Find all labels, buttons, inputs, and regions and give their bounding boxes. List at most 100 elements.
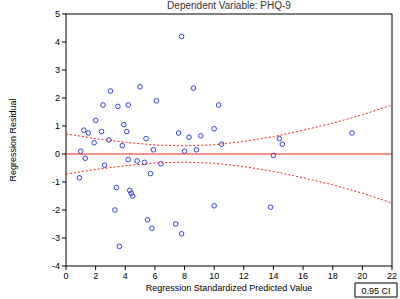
point (114, 185, 119, 190)
point (148, 171, 153, 176)
point (179, 34, 184, 39)
x-tick (332, 266, 333, 270)
point (191, 86, 196, 91)
point (199, 134, 204, 139)
x-tick (154, 266, 155, 270)
y-tick-label: 4 (55, 37, 60, 47)
point (179, 232, 184, 237)
point (145, 218, 150, 223)
line (66, 162, 392, 203)
point (138, 85, 143, 90)
y-tick-label: -1 (52, 177, 60, 187)
x-axis-label: Regression Standardized Predicted Value (146, 283, 312, 293)
x-tick-label: 10 (209, 271, 219, 281)
x-tick (125, 266, 126, 270)
x-tick (214, 266, 215, 270)
plot-marks (66, 34, 392, 249)
point (350, 131, 355, 136)
x-tick-label: 22 (387, 271, 397, 281)
point (116, 104, 121, 109)
x-tick (95, 266, 96, 270)
x-tick-label: 16 (298, 271, 308, 281)
point (101, 103, 106, 108)
point (182, 149, 187, 154)
y-tick (62, 42, 66, 43)
point (154, 99, 159, 104)
x-tick (184, 266, 185, 270)
point (144, 136, 149, 141)
point (120, 143, 125, 148)
x-tick-label: 8 (182, 271, 187, 281)
point (126, 157, 131, 162)
point (93, 118, 98, 123)
x-tick-label: 4 (123, 271, 128, 281)
legend-box (355, 283, 397, 297)
line (66, 154, 392, 155)
y-tick-label: -4 (52, 261, 60, 271)
x-tick-label: 20 (357, 271, 367, 281)
point (280, 142, 285, 147)
y-tick (62, 182, 66, 183)
point (268, 205, 273, 210)
legend-entry: 0.95 CI (361, 286, 390, 296)
point (126, 103, 131, 108)
y-tick (62, 14, 66, 15)
point (121, 122, 126, 127)
point (102, 163, 107, 168)
y-tick (62, 266, 66, 267)
point (150, 226, 155, 231)
line (66, 105, 392, 146)
x-tick (303, 266, 304, 270)
y-tick (62, 238, 66, 239)
x-tick-label: 2 (93, 271, 98, 281)
plot-frame (66, 14, 392, 266)
x-tick-label: 6 (152, 271, 157, 281)
point (130, 194, 135, 199)
x-tick-label: 14 (268, 271, 278, 281)
y-tick-label: 0 (55, 149, 60, 159)
x-tick (243, 266, 244, 270)
y-axis-label: Regression Residual (8, 98, 18, 181)
point (173, 222, 178, 227)
point (92, 141, 97, 146)
point (99, 129, 104, 134)
point (151, 148, 156, 153)
point (135, 159, 140, 164)
point (277, 136, 282, 141)
y-tick-label: 2 (55, 93, 60, 103)
point (212, 204, 217, 209)
x-tick (66, 266, 67, 270)
x-tick-label: 0 (63, 271, 68, 281)
y-tick-label: 3 (55, 65, 60, 75)
chart: Dependent Variable: PHQ-9024681012141618… (0, 0, 400, 299)
y-tick (62, 154, 66, 155)
y-tick-label: -2 (52, 205, 60, 215)
y-tick-label: -3 (52, 233, 60, 243)
point (117, 244, 122, 249)
point (216, 103, 221, 108)
point (212, 127, 217, 132)
point (187, 135, 192, 140)
x-tick (362, 266, 363, 270)
point (194, 148, 199, 153)
y-tick (62, 210, 66, 211)
x-tick-label: 12 (239, 271, 249, 281)
point (83, 156, 88, 161)
title: Dependent Variable: PHQ-9 (167, 0, 291, 11)
point (77, 176, 82, 181)
y-tick-label: 5 (55, 9, 60, 19)
x-tick (273, 266, 274, 270)
point (159, 162, 164, 167)
y-tick (62, 98, 66, 99)
point (108, 89, 113, 94)
point (113, 208, 118, 213)
point (86, 131, 91, 136)
point (79, 149, 84, 154)
y-tick-label: 1 (55, 121, 60, 131)
y-tick (62, 70, 66, 71)
x-tick-label: 18 (328, 271, 338, 281)
point (176, 131, 181, 136)
y-tick (62, 126, 66, 127)
x-tick (392, 266, 393, 270)
point (124, 129, 129, 134)
